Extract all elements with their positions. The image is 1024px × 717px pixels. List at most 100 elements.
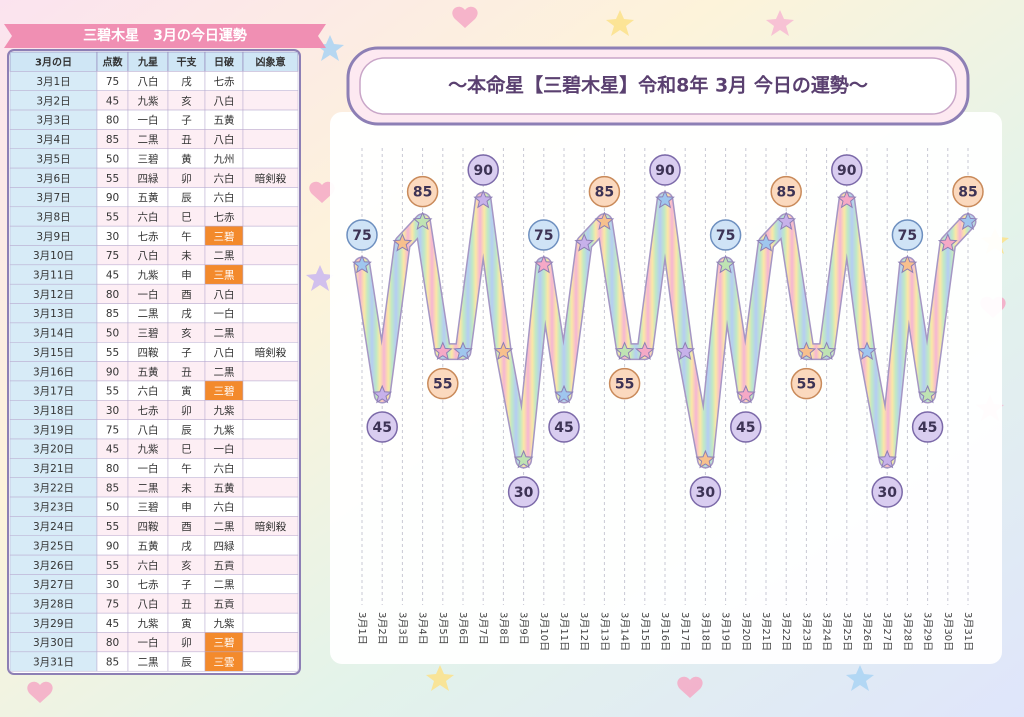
- cell-text: 75: [106, 598, 119, 610]
- cell-text: 3月23日: [33, 502, 74, 514]
- cell-text: 辰: [181, 424, 192, 436]
- cell-text: 一白: [138, 288, 159, 301]
- point-star: [695, 449, 716, 469]
- label-bubble: [406, 175, 439, 208]
- x-tick-label: 3月29日: [922, 612, 934, 651]
- point-star: [735, 384, 756, 404]
- cell-text: 巳: [181, 444, 192, 456]
- x-tick-label: 3月28日: [901, 612, 913, 651]
- x-tick-label: 3月19日: [720, 612, 732, 651]
- data-label: 45: [918, 420, 937, 436]
- cell-text: 3月6日: [36, 173, 70, 185]
- column-header: 凶象意: [256, 56, 286, 69]
- x-tick-label: 3月14日: [619, 612, 631, 651]
- x-tick-label: 3月23日: [800, 612, 812, 651]
- data-label: 90: [655, 163, 675, 179]
- label-bubble: [507, 476, 540, 508]
- x-tick-label: 3月11日: [558, 612, 570, 651]
- x-tick-label: 3月15日: [639, 612, 651, 651]
- cell-text: 3月12日: [33, 289, 74, 301]
- point-star: [614, 341, 635, 360]
- cell-text: 二黒: [138, 482, 159, 494]
- table-cell: [242, 477, 299, 498]
- cell-text: 八白: [214, 94, 235, 107]
- cell-text: 黄: [181, 152, 192, 165]
- cell-text: 三碧: [214, 637, 235, 649]
- cell-text: 一白: [214, 443, 235, 456]
- cell-text: 戌: [181, 539, 192, 552]
- table-cell: [242, 90, 299, 111]
- cell-text: 45: [106, 270, 119, 282]
- point-star: [594, 211, 615, 230]
- cell-text: 亥: [181, 95, 192, 107]
- table-cell: [242, 322, 299, 343]
- x-tick-label: 3月12日: [578, 612, 590, 651]
- cell-text: 六白: [214, 462, 235, 475]
- cell-text: 50: [106, 153, 119, 165]
- cell-text: 3月5日: [36, 153, 70, 165]
- cell-text: 八白: [138, 423, 159, 436]
- cell-text: 七赤: [138, 231, 159, 243]
- label-bubble: [770, 175, 802, 208]
- cell-text: 90: [106, 366, 119, 378]
- cell-text: 一白: [138, 462, 159, 475]
- cell-text: 申: [181, 269, 192, 282]
- cell-text: 六白: [214, 501, 235, 514]
- cell-text: 80: [106, 289, 119, 301]
- table-cell: [242, 651, 299, 672]
- data-label: 30: [696, 485, 716, 501]
- cell-text: 午: [181, 230, 192, 243]
- cell-text: 辰: [181, 192, 192, 204]
- cell-text: 五貢: [214, 598, 235, 610]
- table-cell: [242, 438, 299, 459]
- x-tick-label: 3月2日: [376, 612, 388, 645]
- point-star: [432, 341, 453, 360]
- column-header: 日破: [214, 56, 234, 69]
- column-header: 3月の日: [35, 57, 72, 69]
- table-cell: [242, 496, 299, 517]
- cell-text: 75: [106, 250, 119, 262]
- cell-text: 丑: [181, 134, 192, 146]
- cell-text: 卯: [181, 173, 192, 185]
- cell-text: 丑: [181, 598, 192, 610]
- cell-text: 三碧: [214, 386, 235, 398]
- cell-text: 二黒: [214, 521, 235, 533]
- data-label: 90: [837, 163, 857, 179]
- table-cell: [242, 400, 299, 420]
- cell-text: 六白: [138, 385, 159, 398]
- cell-text: 三碧: [138, 328, 159, 340]
- cell-text: 3月24日: [33, 521, 74, 533]
- cell-text: 子: [181, 347, 192, 359]
- cell-text: 六白: [214, 191, 235, 204]
- cell-text: 3月8日: [36, 211, 70, 223]
- cell-text: 八白: [138, 75, 159, 88]
- cell-text: 九紫: [214, 404, 235, 417]
- point-star: [453, 341, 473, 360]
- table-cell: [242, 206, 299, 227]
- label-bubble: [548, 411, 580, 443]
- data-label: 55: [615, 377, 634, 393]
- cell-text: 3月16日: [33, 366, 74, 378]
- point-star: [473, 189, 494, 209]
- point-star: [917, 384, 938, 404]
- cell-text: 暗剣殺: [255, 346, 287, 359]
- table-cell: [242, 419, 299, 440]
- x-tick-label: 3月1日: [356, 612, 368, 645]
- data-label: 75: [716, 228, 735, 244]
- cell-text: 八白: [138, 597, 159, 610]
- cell-text: 八白: [214, 133, 235, 146]
- cell-text: 丑: [181, 366, 192, 378]
- cell-text: 二黒: [214, 328, 235, 340]
- point-star: [877, 449, 898, 469]
- cell-text: 3月15日: [33, 347, 74, 359]
- column-header: 干支: [177, 56, 198, 69]
- x-tick-label: 3月25日: [841, 612, 853, 651]
- cell-text: 85: [106, 308, 119, 320]
- cell-text: 四緑: [214, 539, 235, 552]
- point-star: [715, 254, 736, 274]
- table-cell: [242, 535, 299, 556]
- cell-text: 一白: [138, 636, 159, 649]
- cell-text: 寅: [181, 617, 192, 630]
- cell-text: 30: [106, 579, 119, 591]
